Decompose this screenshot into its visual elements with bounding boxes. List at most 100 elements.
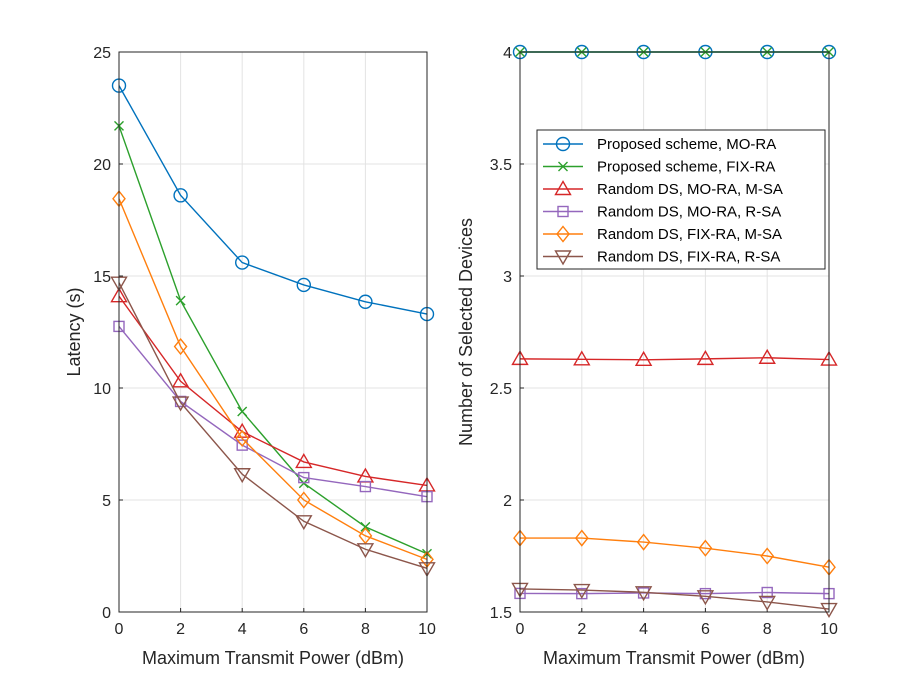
devices-point-random-ds-mo-ra-m-sa [696,349,715,366]
latency-series-proposed-scheme-fix-ra [114,120,432,559]
devices-y-axis-label: Number of Selected Devices [456,218,476,446]
selected-devices-chart: 0 2 4 6 8 10 1.5 2 2.5 3 3.5 4 Maximum Transmit Pow… [456,44,838,668]
devices-series-random-ds-mo-ra-m-sa [511,348,838,366]
devices-y-tick-label: 4 [503,45,512,62]
devices-line-random-ds-mo-ra-m-sa [519,357,830,361]
latency-x-tick-label: 8 [361,621,370,638]
devices-y-tick-label: 1.5 [490,605,512,622]
latency-point-random-ds-mo-ra-r-sa [359,480,372,493]
devices-point-random-ds-fix-ra-m-sa [698,539,713,557]
devices-x-tick-label: 2 [577,621,586,638]
latency-point-proposed-scheme-mo-ra [173,188,188,203]
devices-point-random-ds-fix-ra-r-sa [758,595,776,611]
latency-x-tick-label: 6 [299,621,308,638]
devices-line-random-ds-fix-ra-m-sa [520,537,830,568]
latency-point-random-ds-fix-ra-m-sa [235,429,250,448]
latency-y-tick-label: 15 [93,269,111,286]
legend-marker [554,250,572,266]
latency-y-tick-label: 5 [102,493,111,510]
devices-point-random-ds-fix-ra-m-sa [636,533,651,551]
legend-label: Random DS, FIX-RA, M-SA [597,226,782,243]
devices-x-tick-label: 0 [516,621,525,638]
devices-x-axis-label: Maximum Transmit Power (dBm) [543,648,805,668]
devices-point-random-ds-mo-ra-r-sa [699,587,712,600]
devices-x-tick-label: 6 [701,621,710,638]
devices-point-random-ds-fix-ra-m-sa [760,547,775,565]
devices-point-random-ds-mo-ra-m-sa [634,350,653,366]
devices-y-tick-label: 3 [503,269,512,286]
devices-x-tick-label: 10 [820,621,838,638]
latency-y-tick-label: 10 [93,381,111,398]
legend-marker [554,180,572,196]
latency-point-proposed-scheme-fix-ra [237,406,248,417]
latency-point-proposed-scheme-mo-ra [296,277,311,293]
latency-line-random-ds-fix-ra-r-sa [118,282,428,569]
legend-marker [558,161,568,172]
latency-line-random-ds-mo-ra-m-sa [118,295,428,487]
devices-point-random-ds-fix-ra-r-sa [573,583,591,599]
legend-item-proposed-scheme-mo-ra: Proposed scheme, MO-RA [543,136,776,153]
devices-point-random-ds-mo-ra-m-sa [758,348,776,364]
latency-series-random-ds-fix-ra-m-sa [112,190,434,568]
legend-item-random-ds-mo-ra-m-sa: Random DS, MO-RA, M-SA [543,180,783,198]
devices-y-tick-label: 2.5 [490,381,512,398]
latency-point-proposed-scheme-mo-ra [234,255,250,270]
devices-series-random-ds-fix-ra-m-sa [513,529,836,576]
latency-point-random-ds-fix-ra-r-sa [233,468,251,484]
latency-line-random-ds-fix-ra-m-sa [118,198,428,561]
latency-x-tick-label: 4 [238,621,247,638]
legend-marker [555,136,571,152]
latency-x-tick-label: 0 [115,621,124,638]
latency-y-tick-label: 0 [102,605,111,622]
devices-point-random-ds-fix-ra-r-sa [634,586,653,602]
devices-y-tick-label: 2 [503,493,512,510]
legend-item-random-ds-fix-ra-m-sa: Random DS, FIX-RA, M-SA [543,225,782,243]
devices-y-tick-label: 3.5 [490,157,512,174]
devices-x-tick-label: 4 [639,621,648,638]
latency-x-tick-label: 2 [176,621,185,638]
legend-label: Proposed scheme, FIX-RA [597,159,775,176]
latency-y-axis-label: Latency (s) [64,287,84,376]
latency-point-random-ds-fix-ra-r-sa [171,396,190,412]
latency-series-proposed-scheme-mo-ra [111,78,435,322]
latency-line-random-ds-mo-ra-r-sa [118,325,428,498]
legend-marker [557,205,569,218]
latency-series-random-ds-mo-ra-r-sa [113,320,433,503]
devices-line-random-ds-mo-ra-r-sa [519,591,830,595]
latency-y-tick-label: 20 [93,157,111,174]
latency-plot-frame [118,51,428,613]
latency-chart: 0 2 4 6 8 10 0 5 10 15 20 25 Maximum Transmit Power… [64,45,436,668]
legend-marker [556,225,570,243]
latency-x-axis-label: Maximum Transmit Power (dBm) [142,648,404,668]
legend-item-proposed-scheme-fix-ra: Proposed scheme, FIX-RA [543,159,775,176]
latency-point-proposed-scheme-fix-ra [175,295,186,306]
latency-x-tick-label: 10 [418,621,436,638]
latency-point-random-ds-fix-ra-r-sa [295,515,313,531]
latency-point-random-ds-fix-ra-r-sa [356,543,375,559]
latency-point-random-ds-fix-ra-m-sa [173,337,188,356]
devices-plot-frame [519,51,830,613]
latency-point-random-ds-fix-ra-m-sa [296,491,311,509]
devices-x-tick-label: 8 [763,621,772,638]
latency-point-proposed-scheme-fix-ra [360,521,371,532]
legend-item-random-ds-mo-ra-r-sa: Random DS, MO-RA, R-SA [543,204,781,221]
latency-point-random-ds-mo-ra-r-sa [298,471,310,484]
devices-line-random-ds-fix-ra-r-sa [519,588,830,610]
latency-point-random-ds-mo-ra-m-sa [295,453,313,469]
legend-box [536,129,826,270]
latency-point-random-ds-mo-ra-r-sa [236,439,248,451]
devices-point-random-ds-mo-ra-r-sa [761,586,773,599]
latency-series-random-ds-fix-ra-r-sa [110,276,436,578]
latency-line-proposed-scheme-mo-ra [118,85,428,315]
latency-point-random-ds-mo-ra-m-sa [171,372,190,388]
legend-item-random-ds-fix-ra-r-sa: Random DS, FIX-RA, R-SA [543,249,780,266]
devices-series-random-ds-fix-ra-r-sa [511,582,838,618]
legend-label: Proposed scheme, MO-RA [597,136,776,153]
latency-y-tick-label: 25 [93,45,111,62]
devices-point-random-ds-fix-ra-m-sa [574,529,589,547]
legend-label: Random DS, MO-RA, M-SA [597,181,783,198]
devices-point-random-ds-mo-ra-m-sa [573,350,591,366]
legend-label: Random DS, FIX-RA, R-SA [597,249,780,266]
devices-point-random-ds-fix-ra-r-sa [696,590,715,606]
